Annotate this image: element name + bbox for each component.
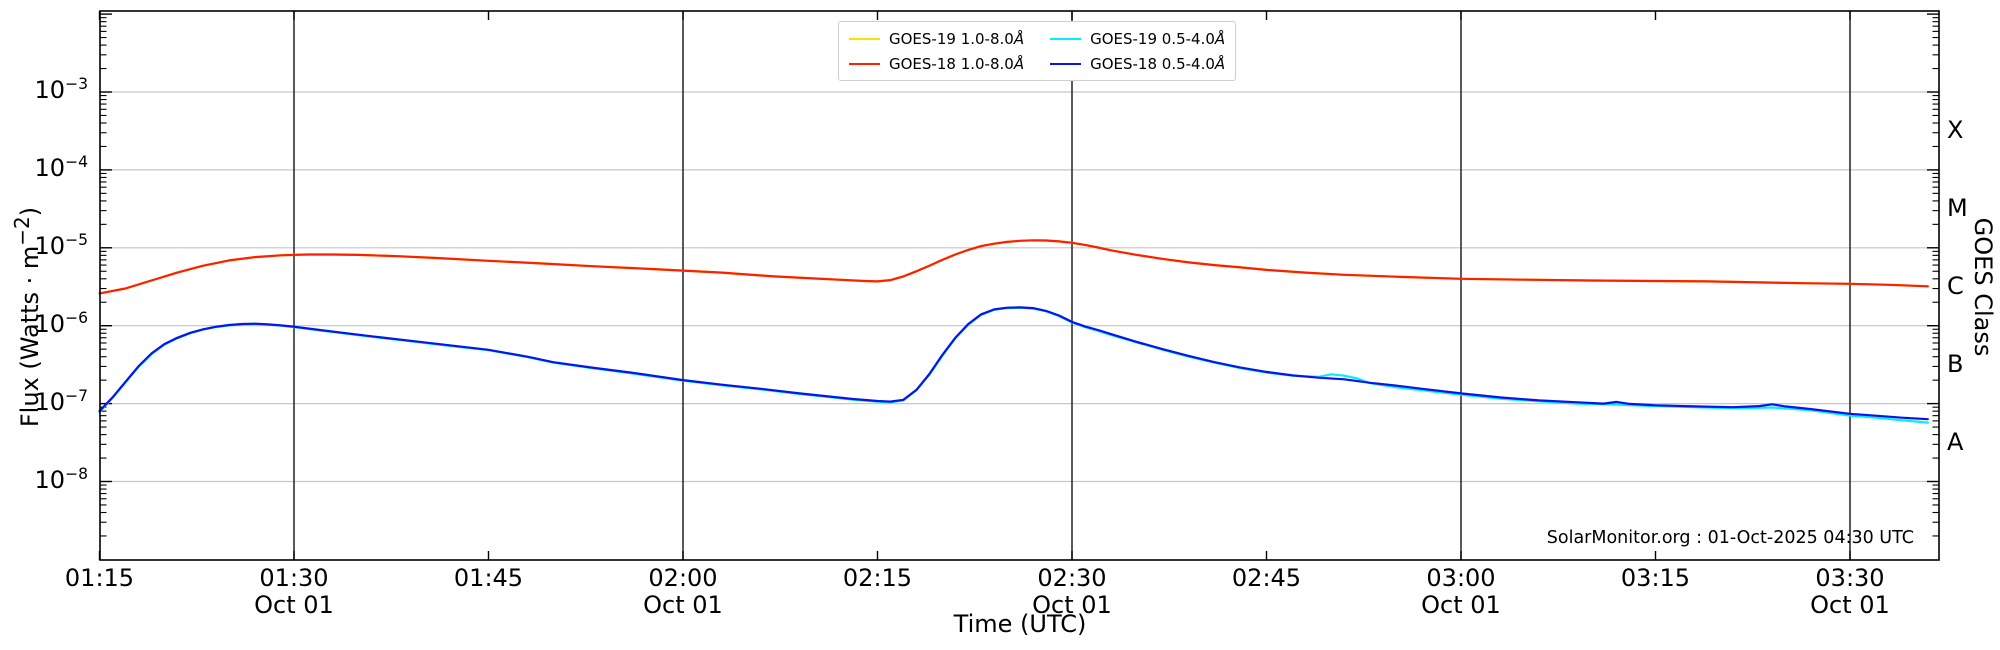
legend-line-swatch bbox=[1050, 37, 1082, 40]
y-tick-label: 10−5 bbox=[34, 230, 88, 260]
goes-class-label-b: B bbox=[1947, 349, 1964, 378]
x-tick-label: 03:30 bbox=[1815, 564, 1885, 592]
goes-class-label-c: C bbox=[1947, 271, 1964, 300]
legend-item: GOES-19 1.0-8.0Å bbox=[849, 30, 1024, 48]
y-tick-label: 10−4 bbox=[34, 152, 88, 182]
plot-frame bbox=[99, 10, 1940, 561]
legend-label: GOES-18 0.5-4.0Å bbox=[1090, 54, 1226, 73]
x-tick-label: 03:15 bbox=[1620, 564, 1691, 592]
y-tick-label: 10−7 bbox=[34, 386, 88, 416]
legend-line-swatch bbox=[849, 62, 880, 65]
y-tick-label: 10−3 bbox=[34, 75, 88, 104]
x-tick-label: 02:15 bbox=[842, 564, 913, 592]
legend-line-swatch bbox=[1050, 62, 1082, 65]
legend-item: GOES-18 1.0-8.0Å bbox=[849, 55, 1024, 73]
goes-class-label-m: M bbox=[1947, 193, 1968, 222]
legend-line-swatch bbox=[849, 37, 880, 40]
goes-class-label-x: X bbox=[1947, 115, 1964, 144]
legend-item: GOES-19 0.5-4.0Å bbox=[1050, 30, 1225, 48]
x-date-label: Oct 01 bbox=[1421, 591, 1501, 619]
y-tick-label: 10−8 bbox=[34, 464, 88, 494]
x-date-label: Oct 01 bbox=[1810, 591, 1890, 619]
legend: GOES-19 1.0-8.0Å GOES-18 1.0-8.0Å GOES-19 … bbox=[838, 21, 1237, 81]
x-tick-label: 01:45 bbox=[453, 564, 524, 592]
x-tick-label: 02:45 bbox=[1231, 564, 1302, 592]
legend-item: GOES-18 0.5-4.0Å bbox=[1050, 55, 1225, 73]
x-date-label: Oct 01 bbox=[643, 591, 723, 619]
x-tick-label: 02:30 bbox=[1037, 564, 1107, 592]
x-tick-label: 01:15 bbox=[64, 564, 135, 592]
watermark-text: SolarMonitor.org : 01-Oct-2025 04:30 UTC bbox=[1546, 528, 1914, 548]
legend-grid: GOES-19 1.0-8.0Å GOES-18 1.0-8.0Å GOES-19 … bbox=[849, 26, 1225, 76]
legend-label: GOES-18 1.0-8.0Å bbox=[889, 54, 1025, 73]
series-goes-18-0-5-4-0- bbox=[98, 306, 1929, 421]
y-axis-title-close: ) bbox=[16, 206, 44, 217]
x-tick-label: 01:30 bbox=[259, 564, 329, 592]
x-date-label: Oct 01 bbox=[1032, 591, 1112, 619]
x-axis-title: Time (UTC) bbox=[953, 610, 1087, 638]
x-tick-label: 02:00 bbox=[648, 564, 718, 592]
series-goes-18-1-0-8-0- bbox=[98, 239, 1929, 295]
legend-label: GOES-19 0.5-4.0Å bbox=[1090, 29, 1226, 48]
goes-class-label-a: A bbox=[1947, 427, 1964, 456]
x-date-label: Oct 01 bbox=[254, 591, 334, 619]
x-tick-label: 03:00 bbox=[1426, 564, 1496, 592]
y-tick-label: 10−6 bbox=[34, 308, 88, 338]
legend-label: GOES-19 1.0-8.0Å bbox=[889, 29, 1025, 48]
right-axis-title: GOES Class bbox=[1969, 217, 1997, 357]
